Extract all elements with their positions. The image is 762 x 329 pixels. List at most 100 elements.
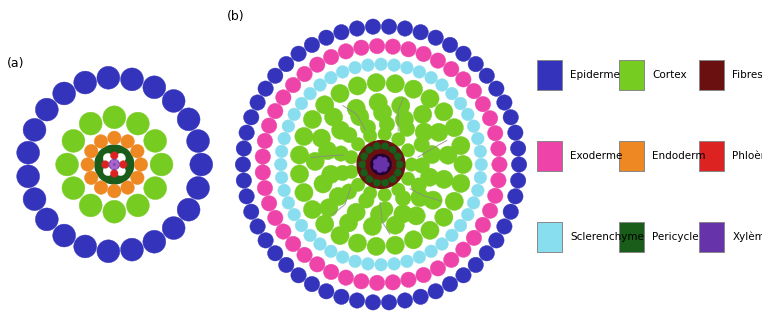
Circle shape [428, 284, 443, 299]
Circle shape [368, 165, 375, 171]
Circle shape [103, 169, 114, 180]
Circle shape [430, 123, 448, 141]
Circle shape [275, 145, 288, 158]
Circle shape [405, 158, 418, 171]
Circle shape [315, 96, 334, 114]
Circle shape [456, 72, 471, 87]
Circle shape [443, 252, 459, 267]
Circle shape [436, 79, 448, 91]
Circle shape [456, 242, 471, 257]
FancyBboxPatch shape [700, 141, 724, 171]
Circle shape [373, 170, 379, 176]
Circle shape [413, 25, 428, 40]
Text: Sclerenchyme: Sclerenchyme [570, 232, 644, 242]
Circle shape [244, 204, 259, 219]
Circle shape [98, 159, 108, 170]
Circle shape [479, 68, 495, 84]
Circle shape [401, 62, 413, 74]
Circle shape [309, 57, 325, 72]
Circle shape [354, 274, 369, 289]
Circle shape [258, 180, 273, 196]
Circle shape [381, 179, 389, 186]
Circle shape [276, 90, 291, 105]
Circle shape [454, 155, 472, 174]
Circle shape [331, 84, 349, 103]
Circle shape [475, 158, 488, 171]
Circle shape [291, 267, 306, 283]
Circle shape [107, 184, 121, 198]
Circle shape [373, 153, 379, 159]
Circle shape [467, 196, 480, 209]
Circle shape [303, 200, 322, 219]
Circle shape [109, 159, 120, 170]
Circle shape [255, 165, 271, 180]
Circle shape [468, 257, 483, 273]
Circle shape [95, 145, 133, 184]
Circle shape [423, 145, 441, 164]
Circle shape [303, 110, 322, 129]
Circle shape [415, 123, 434, 141]
Circle shape [511, 157, 527, 172]
Circle shape [381, 19, 397, 34]
Circle shape [385, 275, 401, 290]
Circle shape [488, 81, 504, 96]
Circle shape [325, 245, 338, 258]
Circle shape [275, 171, 288, 184]
Circle shape [261, 118, 277, 133]
Circle shape [304, 87, 316, 100]
Circle shape [97, 66, 120, 89]
Text: Fibres: Fibres [732, 70, 762, 80]
Circle shape [488, 188, 503, 204]
Circle shape [351, 138, 365, 151]
Circle shape [150, 153, 173, 176]
Circle shape [381, 143, 389, 150]
Circle shape [421, 89, 439, 108]
Circle shape [134, 158, 148, 171]
FancyBboxPatch shape [619, 60, 644, 90]
Circle shape [373, 179, 381, 186]
Circle shape [366, 146, 373, 154]
Circle shape [23, 118, 46, 141]
Circle shape [389, 175, 396, 183]
Circle shape [323, 49, 339, 65]
Circle shape [365, 19, 381, 34]
Circle shape [190, 153, 213, 176]
Circle shape [466, 83, 482, 99]
Circle shape [407, 207, 425, 225]
Circle shape [323, 264, 339, 280]
Circle shape [411, 178, 427, 193]
Circle shape [85, 144, 98, 158]
Circle shape [381, 295, 397, 310]
Circle shape [386, 216, 405, 234]
Circle shape [360, 153, 368, 160]
Circle shape [381, 143, 389, 150]
Circle shape [373, 159, 379, 165]
Circle shape [365, 295, 381, 310]
Circle shape [116, 166, 126, 176]
Text: Phloème: Phloème [732, 151, 762, 161]
Circle shape [462, 208, 474, 221]
Circle shape [341, 184, 357, 199]
Circle shape [388, 161, 394, 168]
Circle shape [258, 81, 274, 96]
Circle shape [357, 141, 405, 188]
Circle shape [235, 157, 251, 172]
Circle shape [319, 30, 334, 45]
FancyBboxPatch shape [536, 60, 562, 90]
Circle shape [405, 231, 423, 249]
Circle shape [239, 189, 255, 204]
Circle shape [74, 235, 97, 258]
Circle shape [315, 215, 334, 233]
Circle shape [359, 161, 367, 168]
Circle shape [279, 56, 294, 72]
Circle shape [368, 158, 375, 164]
Circle shape [402, 172, 415, 186]
Circle shape [362, 258, 374, 270]
Circle shape [178, 198, 200, 221]
Circle shape [428, 30, 443, 45]
Circle shape [474, 145, 487, 158]
Circle shape [367, 150, 395, 179]
Circle shape [445, 118, 463, 137]
Circle shape [120, 159, 131, 170]
Circle shape [394, 153, 402, 160]
